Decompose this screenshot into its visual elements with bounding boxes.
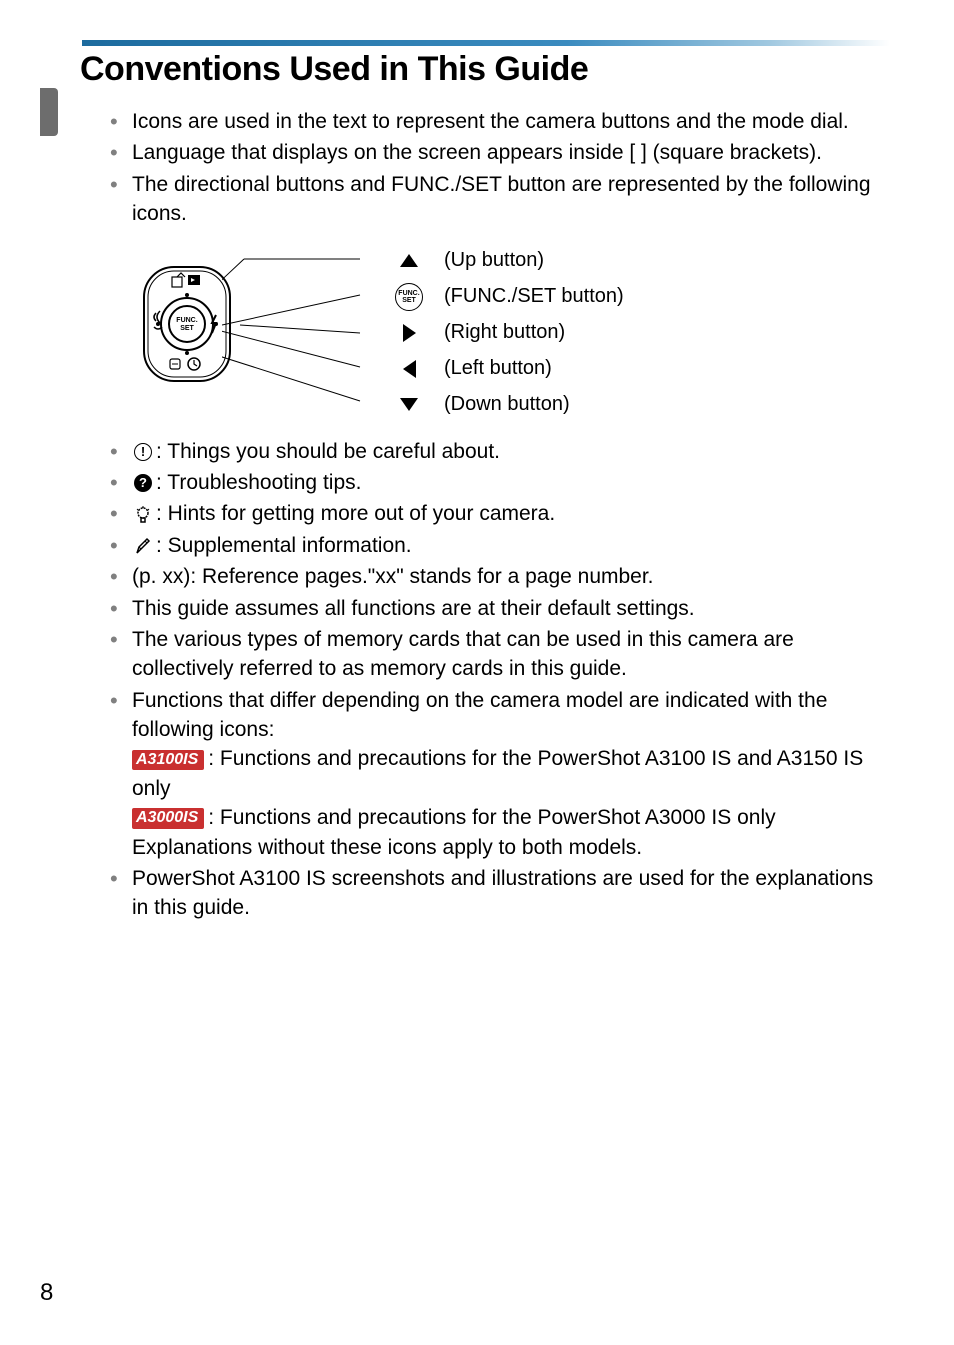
list-item: : Supplemental information. <box>104 531 890 560</box>
legend-label: (Up button) <box>444 249 544 272</box>
list-item: The directional buttons and FUNC./SET bu… <box>104 170 890 229</box>
a3100is-badge: A3100IS <box>132 750 204 771</box>
hint-bulb-icon <box>132 504 154 526</box>
list-text: Functions that differ depending on the c… <box>132 689 827 741</box>
legend-label: (Right button) <box>444 321 565 344</box>
down-triangle-icon <box>394 398 424 411</box>
legend-label: (FUNC./SET button) <box>444 285 624 308</box>
svg-text:FUNC.: FUNC. <box>176 317 197 324</box>
legend-row-right: (Right button) <box>394 319 624 347</box>
list-text: Explanations without these icons apply t… <box>132 836 642 859</box>
legend-row-func: FUNC. SET (FUNC./SET button) <box>394 283 624 311</box>
page-number: 8 <box>40 1279 53 1307</box>
connector-lines <box>222 237 372 407</box>
list-item: Icons are used in the text to represent … <box>104 107 890 136</box>
list-text: : Hints for getting more out of your cam… <box>156 502 555 525</box>
button-legend: (Up button) FUNC. SET (FUNC./SET button)… <box>394 247 624 419</box>
list-item: This guide assumes all functions are at … <box>104 594 890 623</box>
list-item: : Hints for getting more out of your cam… <box>104 499 890 528</box>
left-triangle-icon <box>394 360 424 378</box>
legend-row-down: (Down button) <box>394 391 624 419</box>
a3000is-badge: A3000IS <box>132 808 204 829</box>
conventions-list: Icons are used in the text to represent … <box>104 107 890 229</box>
list-item: !: Things you should be careful about. <box>104 437 890 466</box>
list-text: : Things you should be careful about. <box>156 440 500 463</box>
list-item: (p. xx): Reference pages."xx" stands for… <box>104 562 890 591</box>
legend-row-up: (Up button) <box>394 247 624 275</box>
up-triangle-icon <box>394 254 424 267</box>
list-item: The various types of memory cards that c… <box>104 625 890 684</box>
question-icon: ? <box>132 472 154 494</box>
list-item: Language that displays on the screen app… <box>104 138 890 167</box>
page-title: Conventions Used in This Guide <box>80 50 890 89</box>
side-tab <box>40 88 58 136</box>
legend-label: (Down button) <box>444 393 570 416</box>
legend-label: (Left button) <box>444 357 552 380</box>
header-rule <box>82 40 890 46</box>
legend-row-left: (Left button) <box>394 355 624 383</box>
svg-text:SET: SET <box>180 325 194 332</box>
list-text: : Troubleshooting tips. <box>156 471 361 494</box>
button-diagram: FUNC. SET (Up button) <box>132 247 890 419</box>
list-text: : Functions and precautions for the Powe… <box>132 747 863 799</box>
conventions-list-2: !: Things you should be careful about. ?… <box>104 437 890 923</box>
list-text: : Supplemental information. <box>156 534 412 557</box>
func-set-icon: FUNC. SET <box>394 283 424 311</box>
list-item: ?: Troubleshooting tips. <box>104 468 890 497</box>
list-item: Functions that differ depending on the c… <box>104 686 890 862</box>
caution-icon: ! <box>132 441 154 463</box>
note-pencil-icon <box>132 535 154 557</box>
list-text: : Functions and precautions for the Powe… <box>208 806 775 829</box>
list-item: PowerShot A3100 IS screenshots and illus… <box>104 864 890 923</box>
right-triangle-icon <box>394 324 424 342</box>
